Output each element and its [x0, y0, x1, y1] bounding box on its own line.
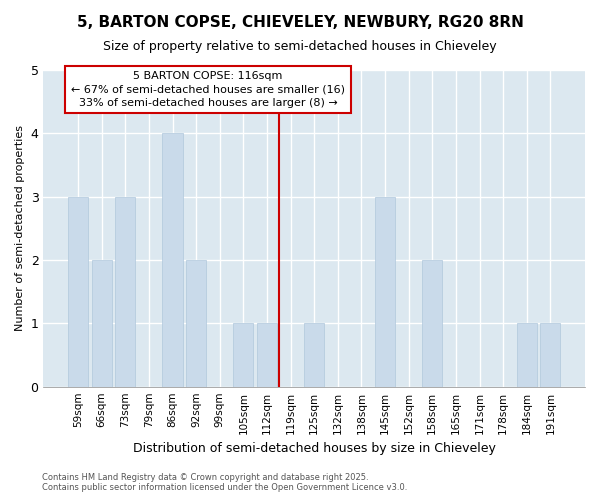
Bar: [257, 324, 277, 386]
Bar: [68, 196, 88, 386]
Bar: [186, 260, 206, 386]
Text: Size of property relative to semi-detached houses in Chieveley: Size of property relative to semi-detach…: [103, 40, 497, 53]
Bar: [541, 324, 560, 386]
Bar: [422, 260, 442, 386]
X-axis label: Distribution of semi-detached houses by size in Chieveley: Distribution of semi-detached houses by …: [133, 442, 496, 455]
Bar: [233, 324, 253, 386]
Bar: [304, 324, 324, 386]
Bar: [375, 196, 395, 386]
Bar: [163, 134, 182, 386]
Y-axis label: Number of semi-detached properties: Number of semi-detached properties: [15, 126, 25, 332]
Text: 5 BARTON COPSE: 116sqm
← 67% of semi-detached houses are smaller (16)
33% of sem: 5 BARTON COPSE: 116sqm ← 67% of semi-det…: [71, 72, 345, 108]
Bar: [517, 324, 537, 386]
Bar: [92, 260, 112, 386]
Text: 5, BARTON COPSE, CHIEVELEY, NEWBURY, RG20 8RN: 5, BARTON COPSE, CHIEVELEY, NEWBURY, RG2…: [77, 15, 523, 30]
Text: Contains HM Land Registry data © Crown copyright and database right 2025.
Contai: Contains HM Land Registry data © Crown c…: [42, 473, 407, 492]
Bar: [115, 196, 136, 386]
